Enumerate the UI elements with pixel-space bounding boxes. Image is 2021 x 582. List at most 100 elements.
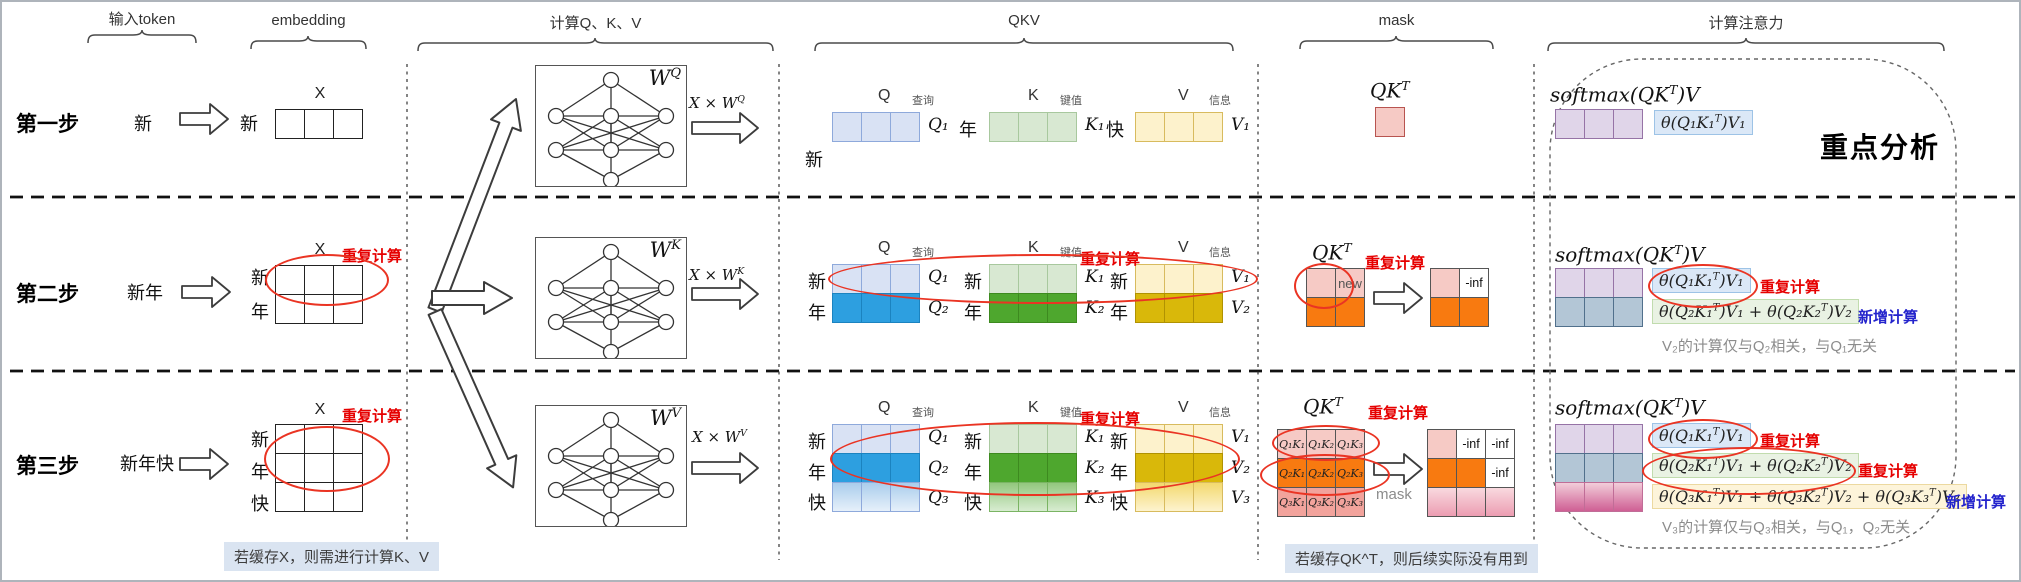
note-cache-qkt: 若缓存QK^T，则后续实际没有用到: [1285, 544, 1538, 573]
matrix-cell: [861, 293, 891, 323]
k-header-step1: K: [1028, 87, 1039, 104]
row-label: 年: [251, 302, 269, 322]
matrix-cell: [304, 109, 334, 139]
k-subheader-step1: 键值: [1060, 95, 1082, 107]
matrix-cell: [1375, 107, 1405, 137]
v-subheader-step2: 信息: [1209, 247, 1231, 259]
q1-label: Q₁: [928, 115, 949, 135]
q-subheader-step3: 查询: [912, 407, 934, 419]
softmax-label-step2: softmax(QKT)V: [1555, 242, 1705, 267]
v3-note: V₃的计算仅与Q₃相关，与Q₁，Q₂无关: [1662, 519, 1911, 536]
step3-label: 第三步: [16, 455, 79, 478]
token-label: 快: [1106, 120, 1124, 140]
matrix-cell: [1018, 112, 1048, 142]
formula-step1: θ(Q₁K₁T)V₁: [1654, 110, 1753, 135]
input-arrow-step2-icon: [181, 276, 231, 308]
attn-matrix-step2: [1555, 268, 1643, 327]
qkt-label-step2: QKT: [1312, 240, 1352, 265]
mask-arrow-label: mask: [1376, 486, 1412, 503]
row-label: 新: [808, 272, 826, 292]
matrix-cell: [333, 109, 363, 139]
added-annotation: 新增计算: [1858, 309, 1919, 326]
repeat-annotation: 重复计算: [342, 408, 403, 425]
repeat-ellipse: [1294, 263, 1354, 309]
q-subheader-step2: 查询: [912, 247, 934, 259]
matrix-cell: [1555, 109, 1585, 139]
xwq-label: X × WQ: [689, 94, 745, 112]
matrix-cell-inf: -inf: [1459, 268, 1489, 298]
row-label: 新: [251, 268, 269, 288]
k1-label: K₁: [1085, 115, 1105, 135]
header-embedding: embedding: [271, 12, 346, 29]
x-label-step1: X: [314, 85, 326, 102]
matrix-cell: [1427, 429, 1457, 459]
row-label: 年: [1110, 303, 1128, 323]
matrix-cell-inf: -inf: [1485, 429, 1515, 459]
matrix-cell: [1613, 424, 1643, 454]
matrix-cell: [1555, 268, 1585, 298]
qkt-matrix-step1: [1375, 107, 1405, 137]
wv-label: WV: [650, 406, 681, 430]
brace-compute-qkv: [417, 37, 774, 52]
row-label: 快: [251, 494, 269, 514]
attn-matrix-step3: [1555, 424, 1643, 512]
row-label: 快: [808, 493, 826, 513]
input-token-step3: 新年快: [120, 454, 174, 474]
brace-qkv: [814, 37, 1234, 52]
row-label: 新: [251, 430, 269, 450]
attn-matrix-step1: [1555, 109, 1643, 139]
matrix-cell: [1555, 424, 1585, 454]
v-subheader-step3: 信息: [1209, 407, 1231, 419]
matrix-cell: [832, 482, 862, 512]
matrix-cell: [890, 112, 920, 142]
matrix-cell: [1584, 109, 1614, 139]
row-label: 年: [251, 462, 269, 482]
matrix-cell: [1456, 487, 1486, 517]
matrix-cell: [1613, 453, 1643, 483]
note-cache-x: 若缓存X，则需进行计算K、V: [224, 542, 440, 571]
input-arrow-step3-icon: [179, 448, 229, 480]
fan-arrow-up-icon: [427, 98, 522, 314]
brace-input-token: [87, 29, 197, 44]
matrix-cell: [1193, 293, 1223, 323]
focus-title: 重点分析: [1820, 132, 1941, 163]
header-mask: mask: [1378, 12, 1415, 29]
repeat-ellipse: [265, 254, 389, 306]
input-token-step2: 新年: [127, 283, 163, 303]
header-compute-qkv: 计算Q、K、V: [549, 15, 642, 32]
q-header-step1: Q: [878, 87, 891, 104]
matrix-cell: [1555, 297, 1585, 327]
wk-network-box: WK: [535, 237, 687, 361]
matrix-cell: [1430, 268, 1460, 298]
repeat-ellipse: [1648, 264, 1758, 308]
q-header-step2: Q: [878, 239, 891, 256]
matrix-cell: [1613, 268, 1643, 298]
matrix-cell: [1613, 109, 1643, 139]
q-subheader-step1: 查询: [912, 95, 934, 107]
wq-label: WQ: [648, 66, 681, 90]
matrix-cell: [989, 112, 1019, 142]
matrix-cell: [832, 112, 862, 142]
k-header-step3: K: [1028, 399, 1039, 416]
x-label-step3: X: [314, 401, 326, 418]
matrix-cell: [1459, 297, 1489, 327]
matrix-cell: [1427, 458, 1457, 488]
v1-label: V₁: [1231, 427, 1251, 447]
row-label: 快: [1110, 493, 1128, 513]
matrix-cell: [1485, 487, 1515, 517]
repeat-annotation: 重复计算: [1858, 463, 1919, 480]
matrix-cell: [1430, 297, 1460, 327]
repeat-ellipse: [1642, 447, 1856, 495]
repeat-ellipse: [264, 426, 390, 492]
matrix-cell: [1613, 482, 1643, 512]
xw-arrow-step3-icon: [691, 452, 759, 484]
repeat-ellipse: [1260, 454, 1390, 496]
matrix-cell: [1335, 297, 1365, 327]
matrix-cell: [1135, 112, 1165, 142]
k-matrix-step1: [989, 112, 1077, 142]
v-header-step3: V: [1178, 399, 1189, 416]
matrix-cell: [861, 112, 891, 142]
matrix-cell: [1613, 297, 1643, 327]
q2-label: Q₂: [928, 298, 949, 318]
step2-label: 第二步: [16, 283, 79, 306]
